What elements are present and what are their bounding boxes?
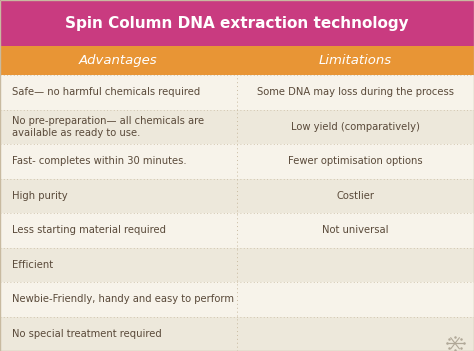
Text: Efficient: Efficient — [12, 260, 53, 270]
Text: Low yield (comparatively): Low yield (comparatively) — [291, 122, 420, 132]
Bar — [0, 282, 474, 317]
Text: Fewer optimisation options: Fewer optimisation options — [288, 156, 423, 166]
Bar — [0, 46, 474, 75]
Bar — [0, 213, 474, 247]
Text: Safe— no harmful chemicals required: Safe— no harmful chemicals required — [12, 87, 200, 97]
Text: Costlier: Costlier — [337, 191, 374, 201]
Text: Not universal: Not universal — [322, 225, 389, 235]
Bar — [0, 317, 474, 351]
Text: High purity: High purity — [12, 191, 67, 201]
Bar — [0, 0, 474, 46]
Text: No pre-preparation— all chemicals are
available as ready to use.: No pre-preparation— all chemicals are av… — [12, 116, 204, 138]
Text: Advantages: Advantages — [79, 54, 158, 67]
Bar — [0, 144, 474, 179]
Bar — [0, 247, 474, 282]
Bar — [0, 75, 474, 110]
Text: Fast- completes within 30 minutes.: Fast- completes within 30 minutes. — [12, 156, 186, 166]
Text: Some DNA may loss during the process: Some DNA may loss during the process — [257, 87, 454, 97]
Bar — [0, 179, 474, 213]
Text: Spin Column DNA extraction technology: Spin Column DNA extraction technology — [65, 16, 409, 31]
Text: No special treatment required: No special treatment required — [12, 329, 162, 339]
Bar — [0, 110, 474, 144]
Text: Less starting material required: Less starting material required — [12, 225, 166, 235]
Text: Limitations: Limitations — [319, 54, 392, 67]
Text: Newbie-Friendly, handy and easy to perform: Newbie-Friendly, handy and easy to perfo… — [12, 294, 234, 304]
